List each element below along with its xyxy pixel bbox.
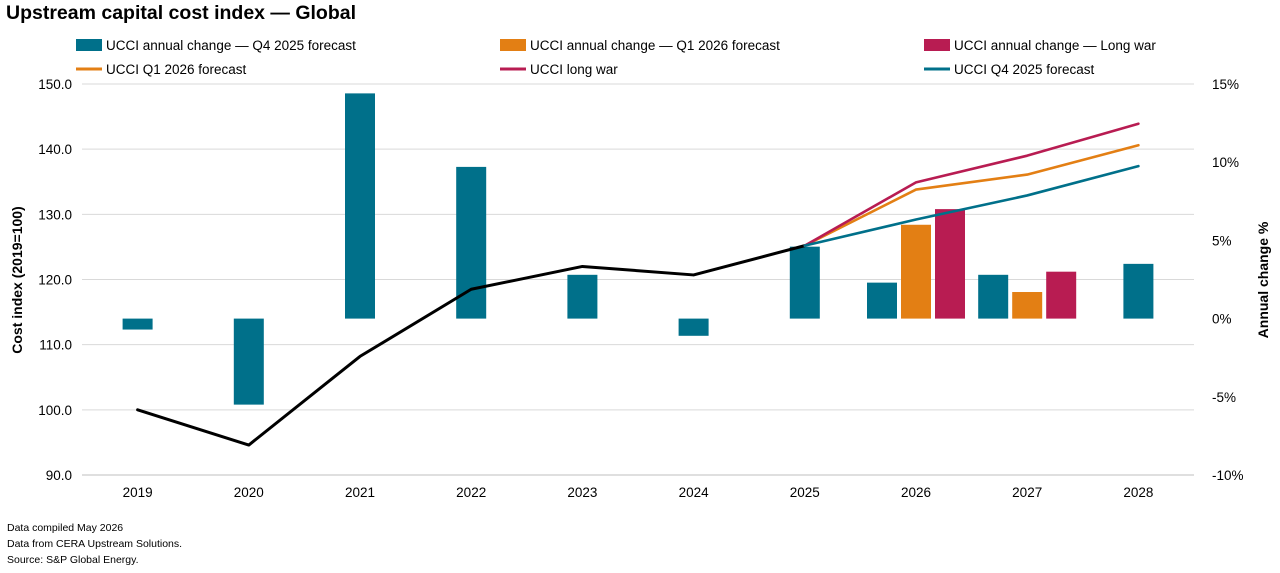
- bar: [1123, 263, 1154, 319]
- right-tick-label: -5%: [1212, 390, 1236, 405]
- legend-item: UCCI long war: [500, 62, 618, 77]
- legend: UCCI annual change — Q4 2025 forecast UCC…: [76, 38, 1156, 77]
- right-tick-label: 5%: [1212, 233, 1232, 248]
- left-axis-title: Cost index (2019=100): [9, 206, 25, 353]
- x-tick-label: 2021: [345, 485, 375, 500]
- legend-label: UCCI Q4 2025 forecast: [954, 62, 1095, 77]
- series-line: [136, 244, 807, 447]
- bar: [122, 318, 153, 330]
- right-tick-label: 15%: [1212, 77, 1239, 92]
- legend-item: UCCI Q1 2026 forecast: [76, 62, 247, 77]
- x-tick-label: 2019: [123, 485, 153, 500]
- right-tick-label: 0%: [1212, 312, 1232, 327]
- legend-label: UCCI Q1 2026 forecast: [106, 62, 247, 77]
- x-tick-label: 2020: [234, 485, 264, 500]
- x-tick-label: 2026: [901, 485, 931, 500]
- right-tick-label: 10%: [1212, 155, 1239, 170]
- bar: [1012, 292, 1043, 319]
- legend-item: UCCI annual change — Q4 2025 forecast: [76, 38, 356, 53]
- bar: [456, 166, 487, 319]
- series-line: [803, 164, 1140, 247]
- series-line: [803, 143, 1140, 247]
- bar: [935, 209, 965, 319]
- legend-swatch-bar: [500, 39, 526, 51]
- left-tick-label: 90.0: [46, 468, 72, 483]
- chart-area: 90.0 100.0 110.0 120.0 130.0 140.0 150.0 -10% -5…: [9, 38, 1271, 500]
- chart-title: Upstream capital cost index — Global: [6, 2, 357, 24]
- legend-swatch-bar: [76, 39, 102, 51]
- legend-label: UCCI annual change — Q1 2026 forecast: [530, 38, 780, 53]
- bar: [789, 246, 820, 319]
- legend-label: UCCI long war: [530, 62, 618, 77]
- left-tick-label: 120.0: [38, 273, 72, 288]
- footer-compiled-note: Data compiled May 2026: [7, 522, 124, 534]
- left-tick-label: 100.0: [38, 403, 72, 418]
- legend-label: UCCI annual change — Long war: [954, 38, 1156, 53]
- x-tick-label: 2028: [1123, 485, 1153, 500]
- bar: [345, 93, 375, 319]
- legend-label: UCCI annual change — Q4 2025 forecast: [106, 38, 356, 53]
- left-tick-label: 150.0: [38, 77, 72, 92]
- gridlines: [82, 83, 1194, 476]
- x-tick-label: 2024: [679, 485, 710, 500]
- left-tick-label: 130.0: [38, 207, 72, 222]
- source-footer: Data compiled May 2026 Data from CERA Up…: [7, 520, 182, 568]
- line-series-group: [136, 122, 1140, 447]
- right-axis-title: Annual change %: [1255, 221, 1271, 338]
- footer-source-note: Source: S&P Global Energy.: [7, 554, 139, 566]
- legend-item: UCCI annual change — Q1 2026 forecast: [500, 38, 780, 53]
- axes-group: 90.0 100.0 110.0 120.0 130.0 140.0 150.0 -10% -5…: [9, 77, 1271, 500]
- right-tick-label: -10%: [1212, 468, 1244, 483]
- bar: [678, 318, 709, 336]
- footer-data-note: Data from CERA Upstream Solutions.: [7, 538, 183, 550]
- bar: [567, 274, 598, 319]
- legend-item: UCCI annual change — Long war: [924, 38, 1156, 53]
- x-tick-label: 2022: [456, 485, 486, 500]
- bar: [1046, 271, 1077, 319]
- bar: [901, 224, 931, 319]
- x-tick-label: 2025: [790, 485, 820, 500]
- x-tick-label: 2027: [1012, 485, 1042, 500]
- left-tick-label: 140.0: [38, 142, 72, 157]
- series-line: [803, 122, 1140, 247]
- legend-swatch-bar: [924, 39, 950, 51]
- bar-series-group: [122, 93, 1154, 405]
- x-tick-label: 2023: [567, 485, 597, 500]
- bar: [233, 318, 264, 405]
- bar: [978, 274, 1009, 319]
- legend-item: UCCI Q4 2025 forecast: [924, 62, 1095, 77]
- left-tick-label: 110.0: [39, 338, 72, 353]
- bar: [867, 282, 897, 319]
